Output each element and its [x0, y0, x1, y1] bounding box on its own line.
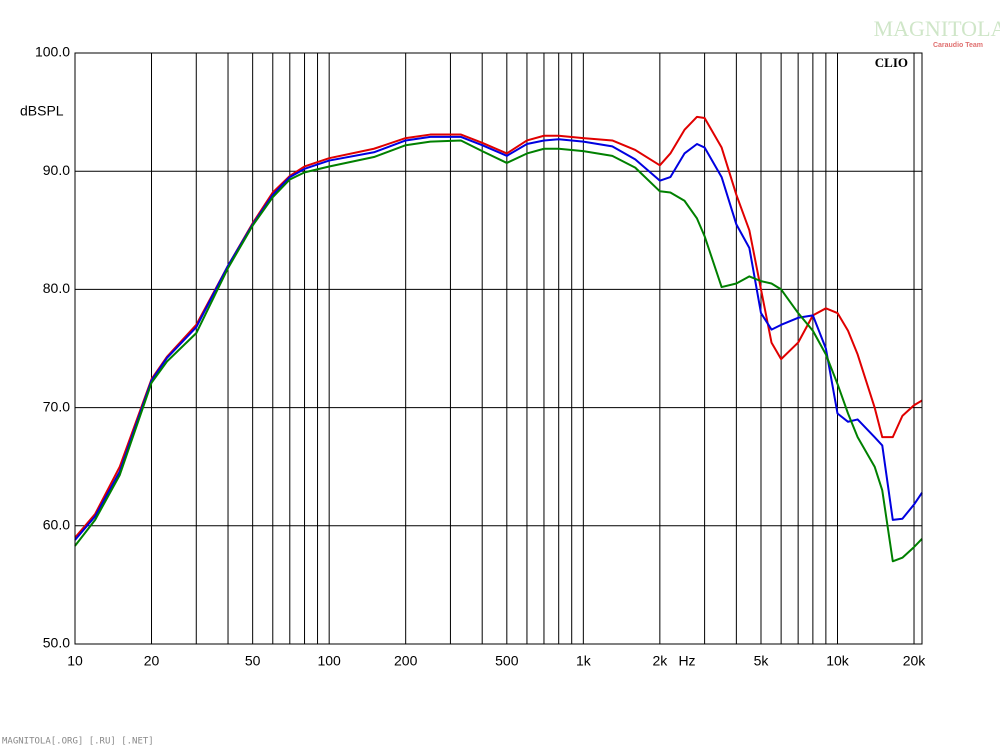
series-line [74, 115, 923, 539]
x-tick-label: 100 [317, 653, 341, 669]
y-tick-label: 60.0 [43, 517, 70, 533]
y-axis-label: dBSPL [20, 103, 64, 119]
lines [74, 115, 923, 563]
series-line [74, 139, 923, 563]
x-tick-label: 20k [903, 653, 927, 669]
watermark-title: MAGNITOLA [874, 16, 1000, 41]
y-tick-label: 70.0 [43, 398, 70, 414]
x-tick-label: 50 [245, 653, 261, 669]
x-tick-label: 200 [394, 653, 418, 669]
y-tick-label: 100.0 [35, 44, 70, 60]
y-tick-label: 80.0 [43, 280, 70, 296]
x-tick-label: 1k [576, 653, 592, 669]
x-tick-label: 10 [67, 653, 83, 669]
x-tick-label: 10k [826, 653, 850, 669]
plot-frame [74, 52, 923, 645]
x-tick-label: 5k [754, 653, 770, 669]
y-tick-label: 50.0 [43, 635, 70, 651]
x-tick-label: 500 [495, 653, 519, 669]
watermark-subtitle: Caraudio Team [933, 42, 983, 49]
x-tick-label: 20 [144, 653, 160, 669]
series-line [74, 135, 923, 541]
y-tick-label: 90.0 [43, 162, 70, 178]
x-tick-label: 2k [652, 653, 668, 669]
brand: CLIO [875, 55, 908, 70]
x-axis-label: Hz [678, 653, 695, 669]
footer: MAGNITOLA[.ORG] [.RU] [.NET] [2, 737, 154, 747]
